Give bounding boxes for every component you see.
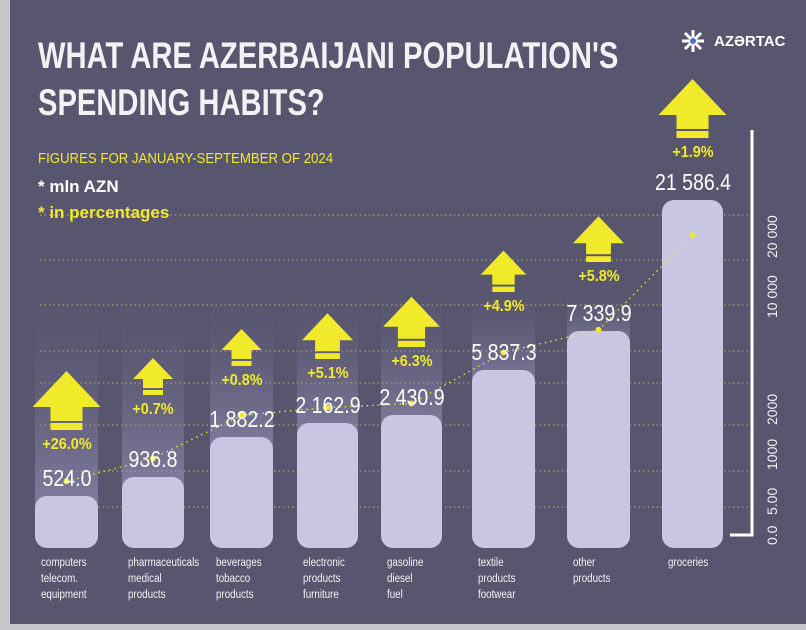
logo-text: AZƏRTAC <box>714 32 786 50</box>
category-label: beverages tobacco products <box>216 555 262 603</box>
growth-label: +5.1% <box>306 365 349 382</box>
growth-label: +6.3% <box>390 353 433 370</box>
category-line: products <box>128 589 166 601</box>
up-arrow-icon <box>301 313 354 359</box>
value-label: 2 430.9 <box>378 384 445 410</box>
unit-value-note: * mln AZN <box>38 177 119 196</box>
bar-6 <box>567 331 630 548</box>
category-line: products <box>216 589 254 601</box>
y-tick-label: 2000 <box>764 393 780 425</box>
category-line: other <box>573 557 596 569</box>
category-line: textile <box>478 557 504 569</box>
category-line: tobacco <box>216 573 251 585</box>
bar-1 <box>122 477 184 548</box>
trend-line <box>66 234 693 482</box>
category-label: textile products footwear <box>478 555 515 603</box>
category-line: telecom. <box>41 573 78 585</box>
value-label: 5 837.3 <box>470 339 537 365</box>
y-tick-label: 1000 <box>764 438 780 470</box>
category-line: products <box>573 573 611 585</box>
subtitle: FIGURES FOR JANUARY-SEPTEMBER OF 2024 <box>38 150 334 167</box>
growth-label: +5.8% <box>577 268 620 285</box>
data-point <box>238 412 245 419</box>
bar-7 <box>662 200 723 548</box>
category-line: diesel <box>387 573 413 585</box>
category-label: electronic products furniture <box>303 555 345 603</box>
category-label: pharmaceuticals medical products <box>128 555 199 603</box>
category-line: computers <box>41 557 87 569</box>
data-point <box>63 478 70 485</box>
category-label: gasoline diesel fuel <box>387 555 423 603</box>
title-line-1: WHAT ARE AZERBAIJANI POPULATION'S <box>38 35 619 76</box>
bar-5 <box>472 370 535 548</box>
value-label: 1 882.2 <box>208 406 275 432</box>
category-line: products <box>303 573 341 585</box>
bar-0 <box>35 496 98 548</box>
value-label: 936.8 <box>128 446 178 472</box>
category-label: computers telecom. equipment <box>41 555 87 603</box>
page-title: WHAT ARE AZERBAIJANI POPULATION'S SPENDIN… <box>38 32 618 126</box>
growth-label: +1.9% <box>671 144 714 161</box>
category-line: equipment <box>41 589 87 601</box>
growth-label: +0.8% <box>220 372 263 389</box>
bar-2 <box>210 437 273 548</box>
data-point <box>500 349 507 356</box>
category-line: beverages <box>216 557 262 569</box>
category-line: groceries <box>668 557 709 569</box>
growth-label: +4.9% <box>482 298 525 315</box>
category-line: furniture <box>303 589 339 601</box>
category-line: gasoline <box>387 557 424 569</box>
y-axis-line <box>730 130 754 537</box>
value-label: 524.0 <box>42 465 91 491</box>
category-line: medical <box>128 573 162 585</box>
unit-percent-note: * in percentages <box>38 203 170 222</box>
up-arrow-icon <box>480 250 527 292</box>
data-point <box>595 326 602 333</box>
bar-glow <box>297 285 358 443</box>
up-arrow-icon <box>133 358 173 395</box>
up-arrow-icon <box>572 216 625 262</box>
category-label: groceries <box>668 555 708 571</box>
data-point <box>689 232 696 239</box>
category-line: electronic <box>303 557 345 569</box>
azertac-logo: AZƏRTAC <box>680 28 785 54</box>
up-arrow-icon <box>383 296 440 347</box>
category-line: footwear <box>478 589 516 601</box>
bar-4 <box>381 415 442 548</box>
up-arrow-icon <box>32 371 101 430</box>
bar-glow <box>210 285 273 457</box>
category-line: pharmaceuticals <box>128 557 200 569</box>
category-line: fuel <box>387 589 403 601</box>
data-point <box>408 400 415 407</box>
y-tick-label: 10 000 <box>764 275 780 318</box>
value-label: 2 162.9 <box>294 392 361 418</box>
up-arrow-icon <box>221 329 262 366</box>
y-tick-label: 20 000 <box>764 215 780 258</box>
growth-label: +0.7% <box>132 401 174 418</box>
y-tick-label: 5.00 <box>764 487 780 515</box>
y-tick-label: 0.0 <box>764 525 780 545</box>
title-line-2: SPENDING HABITS? <box>38 82 325 123</box>
category-label: other products <box>573 555 610 587</box>
growth-label: +26.0% <box>41 436 92 453</box>
data-point <box>150 455 156 462</box>
data-point <box>324 404 331 411</box>
value-label: 7 339.9 <box>565 300 632 326</box>
value-label: 21 586.4 <box>654 169 731 195</box>
bar-3 <box>297 423 358 548</box>
up-arrow-icon <box>658 79 727 138</box>
category-line: products <box>478 573 516 585</box>
snowflake-logo-icon <box>682 30 704 52</box>
